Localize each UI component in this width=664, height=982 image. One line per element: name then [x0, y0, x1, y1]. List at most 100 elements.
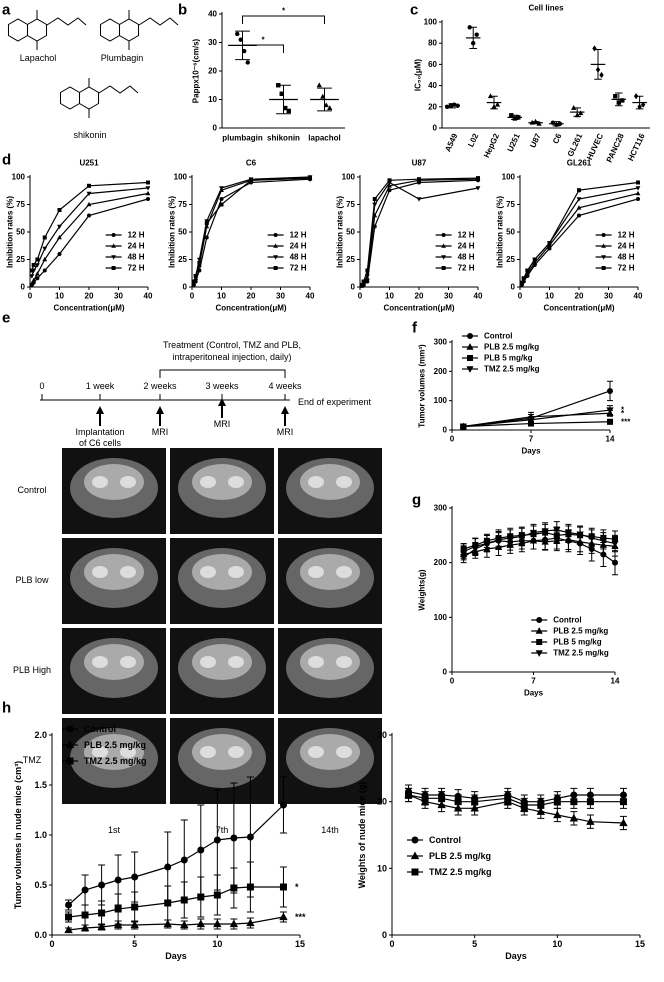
data-point [180, 896, 188, 904]
significance-bracket [242, 15, 325, 24]
data-point [81, 911, 89, 919]
x-tick-label: 7 [529, 435, 534, 444]
brain-core [192, 644, 252, 680]
legend-marker [535, 650, 543, 657]
y-tick-label: 100 [174, 173, 188, 182]
data-point [219, 186, 224, 191]
data-point [576, 205, 582, 210]
y-tick-label: 60 [428, 60, 437, 69]
legend-label: PLB 2.5 mg/kg [429, 851, 491, 861]
legend-marker [111, 243, 116, 248]
data-point [145, 190, 151, 196]
x-tick-label: U251 [506, 132, 522, 154]
timeline-label: 4 weeks [268, 381, 302, 391]
x-tick-label: 20 [85, 292, 94, 301]
column-label: 14th [321, 825, 339, 835]
data-point [235, 31, 240, 37]
y-axis-label: Inhibition rates (%) [336, 196, 345, 268]
y-tick-label: 20 [428, 102, 437, 111]
x-tick-label: 15 [295, 939, 305, 949]
legend-marker [535, 627, 543, 634]
y-tick-label: 40 [208, 10, 217, 19]
y-tick-label: 1.0 [34, 830, 47, 840]
ventricle [336, 746, 352, 758]
data-point [459, 423, 467, 431]
row-label: Control [17, 485, 46, 495]
data-point [532, 257, 537, 262]
y-tick-label: 25 [506, 255, 515, 264]
row-label: PLB low [15, 575, 49, 585]
data-point [98, 909, 106, 917]
chart-title: GL261 [567, 159, 592, 168]
x-axis-label: Concentration(μM) [53, 304, 124, 313]
data-point [616, 100, 621, 105]
data-point [193, 274, 198, 278]
data-point [635, 190, 641, 196]
panel-label: d [2, 152, 11, 169]
panel-label: e [2, 310, 10, 327]
data-point [606, 407, 614, 414]
data-point [229, 919, 239, 928]
x-axis-label: Days [505, 951, 527, 961]
brain-core [300, 464, 360, 500]
ventricle [92, 746, 108, 758]
ventricle [120, 476, 136, 488]
data-point [636, 197, 640, 201]
data-point [42, 268, 47, 273]
data-point [471, 546, 479, 553]
data-point [86, 201, 92, 207]
x-tick-label: 0 [518, 292, 523, 301]
legend-label: 24 H [618, 242, 635, 251]
data-point [230, 884, 238, 892]
data-point [65, 913, 73, 921]
legend-label: 24 H [128, 242, 145, 251]
legend-label: 72 H [290, 264, 307, 273]
data-point [97, 922, 106, 931]
significance-label: * [621, 409, 625, 418]
data-point [34, 271, 40, 276]
x-tick-label: shikonin [267, 134, 300, 143]
y-tick-label: 200 [434, 558, 448, 567]
legend-marker [467, 333, 473, 339]
data-point [509, 113, 514, 118]
ventricle [92, 476, 108, 488]
legend-label: 12 H [458, 231, 475, 240]
data-point [387, 183, 392, 188]
data-point [454, 798, 462, 806]
data-point [483, 540, 491, 548]
data-point [365, 268, 370, 273]
legend-label: 48 H [458, 253, 475, 262]
y-tick-label: 50 [178, 228, 187, 237]
legend-label: TMZ 2.5 mg/kg [553, 649, 609, 658]
chart-title: U251 [79, 159, 99, 168]
panel-label: g [412, 492, 421, 509]
legend-marker [601, 233, 606, 237]
data-point [57, 234, 62, 240]
y-tick-label: 0 [382, 930, 387, 940]
data-point [86, 191, 92, 197]
data-point [637, 103, 642, 110]
y-tick-label: 30 [208, 38, 217, 47]
brain-core [84, 464, 144, 500]
x-tick-label: 20 [415, 292, 424, 301]
data-point [564, 529, 573, 537]
ventricle [308, 566, 324, 578]
data-point [451, 102, 457, 107]
x-tick-label: 40 [306, 292, 315, 301]
data-point [197, 846, 205, 854]
timeline-label: 0 [39, 381, 44, 391]
legend-label: TMZ 2.5 mg/kg [84, 756, 147, 766]
ventricle [200, 566, 216, 578]
legend-label: PLB 5 mg/kg [553, 638, 602, 647]
y-tick-label: 20 [208, 67, 217, 76]
data-point [276, 83, 281, 88]
data-point [196, 919, 205, 928]
significance-label: *** [621, 417, 631, 426]
data-point [494, 101, 501, 107]
ventricle [228, 746, 244, 758]
legend-marker [65, 740, 75, 749]
data-point [541, 528, 549, 535]
y-tick-label: 25 [346, 255, 355, 264]
legend-marker [601, 255, 606, 260]
legend-label: PLB 2.5 mg/kg [553, 627, 608, 636]
